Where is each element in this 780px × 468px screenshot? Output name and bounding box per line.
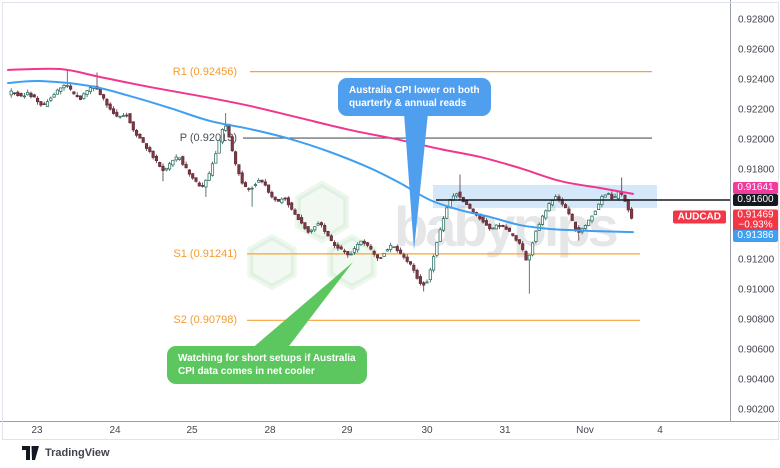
callout-tail-setup xyxy=(250,262,353,350)
symbol-tag: AUDCAD xyxy=(672,210,726,224)
callout-short-setup-line2: CPI data comes in net cooler xyxy=(178,366,315,377)
price-axis-label: 0.90200 xyxy=(738,404,775,416)
pivot-label-s1: S1 (0.91241) xyxy=(173,247,237,260)
price-tag-last-price: 0.91469 −0.93% xyxy=(733,209,778,233)
price-axis-label: 0.91200 xyxy=(738,254,775,266)
time-axis-label-28: 28 xyxy=(264,425,276,436)
price-axis-label: 0.90800 xyxy=(738,314,775,326)
candles xyxy=(9,70,634,294)
price-axis[interactable]: 0.91641 0.91600 0.91469 −0.93% 0.91386 0… xyxy=(730,0,780,438)
callout-cpi-news-line2: quarterly & annual reads xyxy=(349,98,467,109)
callout-tail-cpi xyxy=(404,113,428,250)
time-axis-label-29: 29 xyxy=(341,425,353,436)
ma-slow-line xyxy=(7,67,634,195)
price-axis-label: 0.92400 xyxy=(738,74,775,86)
price-tag-ma-slow: 0.91641 xyxy=(733,182,778,195)
price-axis-label: 0.90600 xyxy=(738,344,775,356)
last-price-value: 0.91469 xyxy=(737,209,774,221)
time-axis-label-nov: Nov xyxy=(576,425,594,436)
time-axis-label-24: 24 xyxy=(109,425,121,436)
price-tag-black-line: 0.91600 xyxy=(733,194,778,206)
price-tag-ma-fast: 0.91386 xyxy=(733,230,778,243)
time-axis[interactable]: 23 24 25 28 29 30 31 Nov 4 xyxy=(0,421,780,439)
ma-fast-line xyxy=(7,79,634,234)
pivot-label-s2: S2 (0.90798) xyxy=(173,314,237,327)
price-axis-label: 0.92200 xyxy=(738,104,775,116)
price-axis-label: 0.91000 xyxy=(738,284,775,296)
time-axis-label-30: 30 xyxy=(421,425,433,436)
tradingview-attribution[interactable]: TradingView xyxy=(22,446,110,460)
callout-short-setup-line1: Watching for short setups if Australia xyxy=(178,353,356,364)
price-axis-label: 0.92000 xyxy=(738,134,775,146)
callout-short-setup: Watching for short setups if Australia C… xyxy=(167,346,367,384)
last-price-change: −0.93% xyxy=(738,219,773,231)
pivot-label-r1: R1 (0.92456) xyxy=(172,65,237,78)
time-axis-label-4: 4 xyxy=(657,425,663,436)
time-axis-label-25: 25 xyxy=(186,425,198,436)
callout-cpi-news-line1: Australia CPI lower on both xyxy=(349,85,480,96)
tradingview-logo-icon xyxy=(22,446,39,460)
tradingview-logo-text: TradingView xyxy=(45,447,110,459)
price-axis-label: 0.90400 xyxy=(738,374,775,386)
price-axis-label: 0.91800 xyxy=(738,164,775,176)
callout-cpi-news: Australia CPI lower on both quarterly & … xyxy=(338,78,491,116)
price-axis-label: 0.92800 xyxy=(738,14,775,26)
price-axis-label: 0.92600 xyxy=(738,44,775,56)
time-axis-label-31: 31 xyxy=(499,425,511,436)
time-axis-label-23: 23 xyxy=(31,425,43,436)
candlestick-chart-canvas[interactable] xyxy=(0,0,730,421)
